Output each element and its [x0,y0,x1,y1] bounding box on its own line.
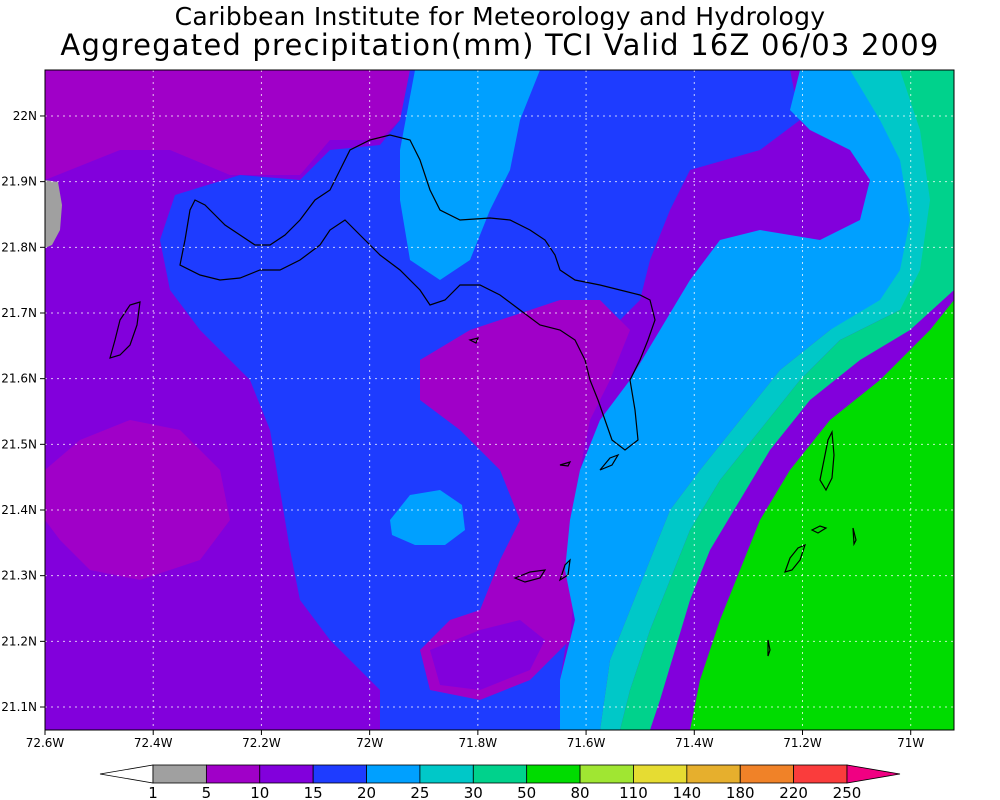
x-tick-label: 71.8W [459,736,498,750]
shade-5-10-upper [45,70,410,180]
map-frame [44,69,955,731]
colorbar-swatch [579,764,634,784]
shade-20-25-patch [390,490,465,545]
colorbar-label: 30 [464,784,483,800]
colorbar-label: 50 [517,784,536,800]
colorbar-label: 250 [833,784,862,800]
colorbar-label: 110 [619,784,648,800]
colorbar-swatch [686,764,741,784]
y-tick-label: 21.4N [1,503,37,517]
x-tick-label: 72.2W [242,736,281,750]
shade-10-15-center [430,620,545,690]
map-title: Caribbean Institute for Meteorology and … [174,2,826,31]
map-gridlines [45,70,954,730]
colorbar-label: 5 [202,784,212,800]
colorbar-swatch [472,764,528,784]
shade-25-30 [600,70,954,730]
colorbar-swatch [793,764,848,784]
colorbar-label: 140 [673,784,702,800]
colorbar-swatch [205,764,261,784]
x-tick-label: 71W [897,736,924,750]
colorbar-label: 220 [779,784,808,800]
latitude-axis: 22N 21.9N 21.8N 21.7N 21.6N 21.5N 21.4N 21.3N 21… [1,109,45,714]
x-tick-label: 72.4W [134,736,173,750]
colorbar-swatch [152,764,207,784]
y-tick-label: 21.6N [1,372,37,386]
shade-5-10-center [420,300,630,700]
longitude-axis: 72.6W 72.4W 72.2W 72W 71.8W 71.6W 71.4W 71.2W 71… [26,730,924,750]
colorbar-swatch [739,764,795,784]
shade-20-25 [400,70,540,280]
shade-5-10-lowleft [45,420,230,580]
colorbar-label: 25 [410,784,429,800]
y-tick-label: 21.9N [1,175,37,189]
y-tick-label: 21.8N [1,240,37,254]
y-tick-label: 21.1N [1,700,37,714]
shade-30-50 [620,70,954,730]
map-subtitle: Aggregated precipitation(mm) TCI Valid 1… [60,28,940,62]
shade-1-5 [45,180,62,248]
precipitation-field [45,70,954,730]
colorbar-swatch [419,764,474,784]
colorbar-label: 180 [726,784,755,800]
colorbar-label: 80 [571,784,590,800]
colorbar-label: 15 [304,784,323,800]
colorbar-swatch [633,764,688,784]
x-tick-label: 72W [356,736,383,750]
colorbar-swatch [259,764,314,784]
y-tick-label: 21.3N [1,569,37,583]
x-tick-label: 72.6W [26,736,65,750]
coastline-outlines [109,134,857,657]
colorbar-swatch [526,764,581,784]
colorbar-swatch [366,764,421,784]
shade-20-25-east [560,70,954,730]
y-tick-label: 22N [13,109,37,123]
y-tick-label: 21.2N [1,634,37,648]
x-tick-label: 71.2W [783,736,822,750]
colorbar-label: 10 [250,784,269,800]
y-tick-label: 21.7N [1,306,37,320]
x-tick-label: 71.6W [567,736,606,750]
colorbar-swatch [312,764,367,784]
colorbar-label: 20 [357,784,376,800]
shade-50-80 [690,300,954,730]
colorbar: 1 5 10 15 20 25 30 50 80 110 140 180 220 250 [99,764,901,800]
colorbar-over-triangle [846,764,901,784]
colorbar-under-triangle [99,764,154,784]
y-tick-label: 21.5N [1,437,37,451]
x-tick-label: 71.4W [675,736,714,750]
colorbar-label: 1 [148,784,158,800]
